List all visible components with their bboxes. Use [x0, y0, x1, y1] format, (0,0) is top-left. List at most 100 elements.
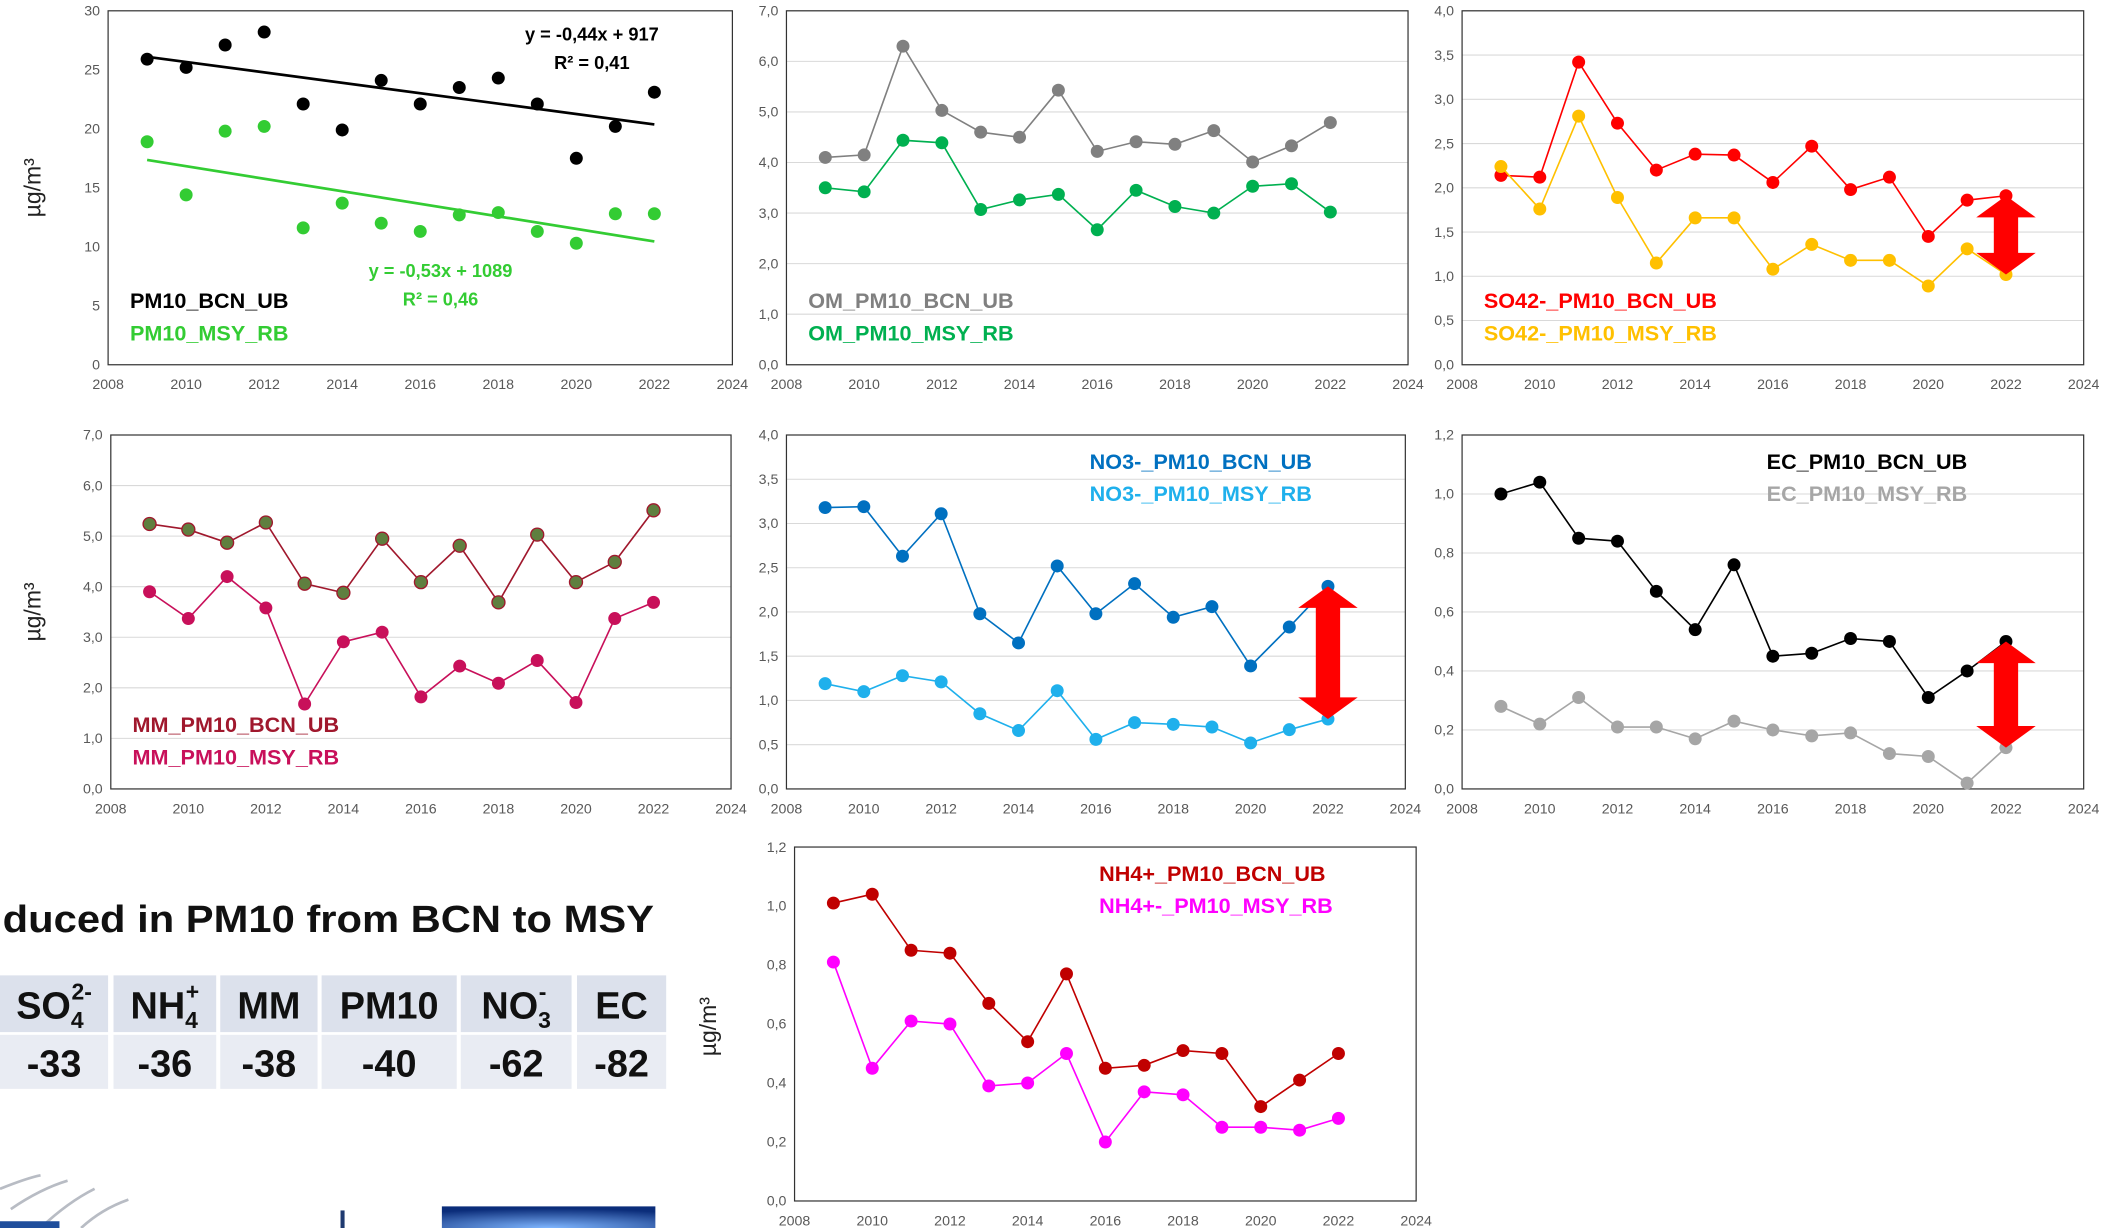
- y-tick-label: 1,2: [767, 840, 787, 856]
- data-point: [298, 698, 311, 711]
- data-point: [1883, 254, 1896, 267]
- y-tick-label: 6,0: [759, 54, 779, 70]
- data-point: [453, 539, 466, 552]
- header-sup: +: [186, 979, 199, 1005]
- data-point: [1283, 723, 1296, 736]
- data-point: [1060, 967, 1073, 980]
- x-tick-label: 2012: [1602, 377, 1634, 393]
- value-text: -82: [594, 1044, 649, 1086]
- x-tick-label: 2022: [1990, 801, 2022, 817]
- y-tick-label: 1,0: [1434, 269, 1454, 285]
- data-point: [1766, 176, 1779, 189]
- x-tick-label: 2024: [2068, 801, 2100, 817]
- data-point: [297, 221, 310, 234]
- data-point: [982, 1079, 995, 1092]
- x-tick-label: 2016: [1081, 377, 1113, 393]
- data-point: [337, 635, 350, 648]
- data-point: [647, 596, 660, 609]
- y-tick-label: 0,5: [759, 737, 779, 753]
- data-point: [827, 956, 840, 969]
- data-point: [1324, 206, 1337, 219]
- x-tick-label: 2008: [771, 801, 803, 817]
- data-point: [648, 86, 661, 99]
- data-point: [1572, 691, 1585, 704]
- y-tick-label: 0,8: [767, 958, 787, 974]
- y-tick-label: 4,0: [1434, 4, 1454, 20]
- x-tick-label: 2014: [326, 377, 358, 393]
- x-tick-label: 2012: [934, 1213, 966, 1228]
- series-line: [833, 894, 1338, 1106]
- y-tick-label: 5,0: [83, 529, 103, 545]
- legend-entry: MM_PM10_MSY_RB: [133, 745, 340, 770]
- data-point: [1099, 1062, 1112, 1075]
- data-point: [1805, 647, 1818, 660]
- data-point: [531, 98, 544, 111]
- header-sup: -: [539, 979, 547, 1005]
- y-tick-label: 3,5: [1434, 48, 1454, 64]
- x-tick-label: 2012: [248, 377, 280, 393]
- data-point: [973, 707, 986, 720]
- data-point: [1293, 1124, 1306, 1137]
- header-sub: 4: [71, 1007, 84, 1033]
- x-tick-label: 2020: [1237, 377, 1269, 393]
- data-point: [896, 669, 909, 682]
- data-point: [1728, 211, 1741, 224]
- y-tick-label: 3,5: [759, 472, 779, 488]
- y-axis-label: µg/m³: [695, 997, 721, 1056]
- data-point: [648, 207, 661, 220]
- y-tick-label: 1,2: [1434, 428, 1454, 444]
- x-tick-label: 2008: [779, 1213, 811, 1228]
- header-sub: 3: [538, 1007, 551, 1033]
- data-point: [1728, 149, 1741, 162]
- x-tick-label: 2008: [92, 377, 124, 393]
- data-point: [1091, 223, 1104, 236]
- data-point: [1089, 733, 1102, 746]
- data-point: [1089, 607, 1102, 620]
- data-point: [1205, 721, 1218, 734]
- data-point: [1533, 718, 1546, 731]
- data-point: [1167, 611, 1180, 624]
- header-base: NO: [481, 986, 538, 1028]
- data-point: [1052, 84, 1065, 97]
- data-point: [1533, 203, 1546, 216]
- y-tick-label: 2,5: [1434, 136, 1454, 152]
- data-point: [1254, 1100, 1267, 1113]
- data-point: [1961, 777, 1974, 790]
- data-point: [905, 1015, 918, 1028]
- data-point: [1922, 691, 1935, 704]
- data-point: [1177, 1088, 1190, 1101]
- data-point: [570, 237, 583, 250]
- data-point: [1285, 177, 1298, 190]
- chart: 0,01,02,03,04,05,06,07,02008201020122014…: [20, 428, 747, 818]
- series-line: [1501, 62, 2006, 236]
- data-point: [608, 555, 621, 568]
- data-point: [1168, 200, 1181, 213]
- data-point: [1138, 1085, 1151, 1098]
- data-point: [414, 98, 427, 111]
- data-point: [1051, 684, 1064, 697]
- y-tick-label: 10: [84, 240, 100, 256]
- x-tick-label: 2010: [170, 377, 202, 393]
- y-tick-label: 30: [84, 4, 100, 20]
- data-point: [1091, 145, 1104, 158]
- data-point: [1611, 535, 1624, 548]
- value-text: -38: [242, 1044, 297, 1086]
- data-point: [1572, 532, 1585, 545]
- data-point: [376, 626, 389, 639]
- annotation: y = -0,53x + 1089: [369, 260, 513, 281]
- trend-line: [147, 160, 654, 242]
- legend-entry: EC_PM10_BCN_UB: [1767, 449, 1968, 474]
- x-tick-label: 2010: [856, 1213, 888, 1228]
- logo-banner: [442, 1206, 656, 1228]
- data-point: [1021, 1035, 1034, 1048]
- y-tick-label: 0,0: [1434, 357, 1454, 373]
- annotation: R² = 0,46: [403, 288, 478, 309]
- annotation: R² = 0,41: [554, 52, 629, 73]
- header-text: MM: [237, 986, 300, 1028]
- y-tick-label: 4,0: [83, 579, 103, 595]
- data-point: [414, 690, 427, 703]
- data-point: [897, 40, 910, 53]
- data-point: [414, 576, 427, 589]
- data-point: [1533, 476, 1546, 489]
